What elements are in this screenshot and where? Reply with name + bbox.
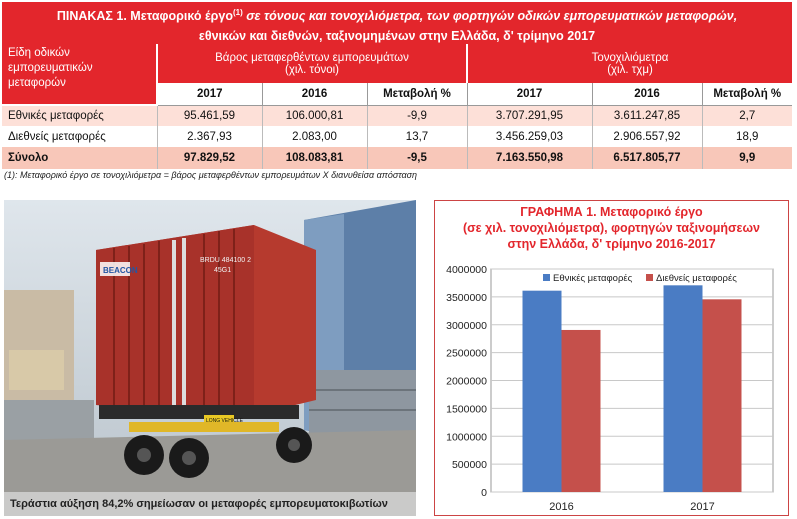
legend-label: Εθνικές μεταφορές	[553, 273, 633, 284]
table-cell: 106.000,81	[261, 105, 367, 126]
group-header-weight: Βάρος μεταφερθέντων εμπορευμάτων (χιλ. τ…	[157, 44, 468, 83]
table-row: Εθνικές μεταφορές 95.461,59 106.000,81 -…	[2, 105, 792, 126]
chart-title-line: στην Ελλάδα, δ' τρίμηνο 2016-2017	[507, 237, 716, 251]
table-cell: 3.707.291,95	[466, 105, 592, 126]
subheader-2016-weight: 2016	[262, 83, 368, 106]
table-row: Διεθνείς μεταφορές 2.367,93 2.083,00 13,…	[2, 126, 792, 147]
subheader-2017-tkm: 2017	[467, 83, 593, 106]
table-cell: 13,7	[366, 126, 467, 147]
group-header-weight-label: Βάρος μεταφερθέντων εμπορευμάτων	[215, 51, 409, 64]
group-header-tkm: Τονοχιλιόμετρα (χιλ. τχμ)	[467, 44, 792, 83]
table-cell: 3.456.259,03	[466, 126, 592, 147]
plate-text: LONG VEHICLE	[206, 418, 244, 424]
table-cell: 2.367,93	[156, 126, 262, 147]
row-label: Σύνολο	[2, 147, 157, 169]
table-cell: 2.083,00	[261, 126, 367, 147]
x-tick-label: 2017	[690, 501, 714, 513]
table-footnote: (1): Μεταφορικό έργο σε τονοχιλιόμετρα =…	[4, 170, 418, 180]
bar	[702, 299, 742, 492]
table-cell: 97.829,52	[156, 147, 262, 169]
table-cell: 2.906.557,92	[591, 126, 702, 147]
table-title: ΠΙΝΑΚΑΣ 1. Μεταφορικό έργο(1) σε τόνους …	[2, 2, 792, 44]
table-cell: -9,5	[366, 147, 467, 169]
group-header-tkm-label: Τονοχιλιόμετρα	[591, 51, 669, 64]
table-cell: 6.517.805,77	[591, 147, 702, 169]
subheader-change-tkm: Μεταβολή %	[702, 83, 792, 106]
table-cell: -9,9	[366, 105, 467, 126]
table-cell: 2,7	[701, 105, 792, 126]
chart-title: ΓΡΑΦΗΜΑ 1. Μεταφορικό έργο (σε χιλ. τονο…	[435, 204, 788, 252]
y-tick-label: 3000000	[446, 320, 487, 332]
truck-illustration: BEACON BRDU 484100 2 45G1 LONG VEHICLE	[4, 200, 416, 516]
group-header-tkm-unit: (χιλ. τχμ)	[607, 63, 653, 76]
subheader-2016-tkm: 2016	[592, 83, 703, 106]
table-row-total: Σύνολο 97.829,52 108.083,81 -9,5 7.163.5…	[2, 147, 792, 169]
bar-chart: 0 500000 1000000 1500000 2000000 2500000 30000…	[446, 264, 774, 513]
subheader-change-weight: Μεταβολή %	[367, 83, 468, 106]
table-cell: 7.163.550,98	[466, 147, 592, 169]
bar	[561, 329, 601, 492]
y-tick-label: 1500000	[446, 403, 487, 415]
table-cell: 9,9	[701, 147, 792, 169]
freight-table: Είδη οδικών εμπορευματικών μεταφορών Βάρ…	[2, 44, 792, 169]
bar	[663, 285, 703, 492]
chart-title-line: (σε χιλ. τονοχιλιόμετρα), φορτηγών ταξιν…	[462, 221, 761, 235]
table-cell: 3.611.247,85	[591, 105, 702, 126]
group-header-weight-unit: (χιλ. τόνοι)	[284, 63, 340, 76]
x-tick-label: 2016	[549, 501, 573, 513]
subheader-2017-weight: 2017	[157, 83, 263, 106]
bar	[522, 290, 562, 492]
table-title-line2: εθνικών και διεθνών, ταξινομημένων στην …	[198, 29, 596, 44]
table-title-prefix: ΠΙΝΑΚΑΣ 1. Μεταφορικό έργο	[56, 9, 233, 24]
y-tick-label: 0	[481, 487, 487, 499]
container-code2-text: 45G1	[214, 267, 231, 274]
y-tick-label: 2000000	[446, 376, 487, 388]
legend-swatch	[543, 274, 550, 281]
table-cell: 18,9	[701, 126, 792, 147]
table-cell: 95.461,59	[156, 105, 262, 126]
y-tick-label: 500000	[452, 459, 487, 471]
y-tick-label: 4000000	[446, 264, 487, 276]
truck-photo: BEACON BRDU 484100 2 45G1 LONG VEHICLE Τ…	[4, 200, 416, 516]
y-tick-label: 3500000	[446, 292, 487, 304]
legend-label: Διεθνείς μεταφορές	[656, 273, 737, 284]
y-tick-label: 1000000	[446, 431, 487, 443]
table-cell: 108.083,81	[261, 147, 367, 169]
table-title-rest: σε τόνους και τονοχιλιόμετρα, των φορτηγ…	[242, 9, 738, 24]
row-label: Διεθνείς μεταφορές	[2, 126, 157, 147]
y-tick-label: 2500000	[446, 348, 487, 360]
col-header-type: Είδη οδικών εμπορευματικών μεταφορών	[2, 44, 158, 106]
photo-caption: Τεράστια αύξηση 84,2% σημείωσαν οι μεταφ…	[4, 492, 416, 516]
container-logo-text: BEACON	[103, 266, 138, 275]
container-code-text: BRDU 484100 2	[200, 257, 251, 264]
table-title-sup: (1)	[232, 8, 243, 17]
legend-swatch	[646, 274, 653, 281]
row-label: Εθνικές μεταφορές	[2, 105, 157, 126]
chart-panel: ΓΡΑΦΗΜΑ 1. Μεταφορικό έργο (σε χιλ. τονο…	[434, 200, 789, 516]
chart-title-line: ΓΡΑΦΗΜΑ 1. Μεταφορικό έργο	[520, 205, 703, 219]
